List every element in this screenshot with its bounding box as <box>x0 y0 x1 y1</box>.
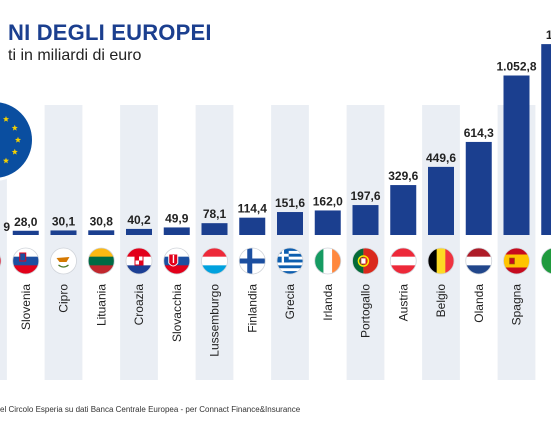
bar-slovenia <box>12 230 39 235</box>
value-label: 49,9 <box>165 211 189 225</box>
value-label: 30,8 <box>90 214 114 228</box>
austria-flag-icon <box>389 247 417 275</box>
category-label: Grecia <box>283 284 297 320</box>
bar-cipro <box>50 230 77 235</box>
luxembourg-flag-icon <box>201 247 228 275</box>
column-band <box>44 105 83 380</box>
bar-croazia <box>126 228 152 235</box>
value-label: 30,1 <box>52 214 76 228</box>
value-label: 40,2 <box>127 213 151 227</box>
bar-belgio <box>428 166 454 235</box>
column-band <box>120 105 158 380</box>
source-footnote: el Circolo Esperia su dati Banca Central… <box>0 405 301 414</box>
category-label: Lussemburgo <box>208 284 222 357</box>
ireland-flag-icon <box>314 247 342 275</box>
value-label: 329,6 <box>388 169 418 183</box>
bar-partial-15 <box>541 44 551 235</box>
netherlands-flag-icon <box>465 247 493 275</box>
spain-flag-icon <box>503 247 530 275</box>
croatia-flag-icon <box>125 247 153 275</box>
portugal-flag-icon <box>352 247 379 275</box>
value-label: 1.2 <box>546 28 551 42</box>
bar-lituania <box>88 230 115 235</box>
category-label: Austria <box>396 284 410 322</box>
cyprus-flag-icon <box>50 247 77 275</box>
column-band <box>195 105 234 380</box>
bar-portogallo <box>352 205 379 235</box>
bar-lussemburgo <box>201 223 228 235</box>
value-label: 197,6 <box>350 189 380 203</box>
red-partial-flag-icon <box>0 248 2 274</box>
lithuania-flag-icon <box>87 247 115 275</box>
bar-irlanda <box>314 210 341 235</box>
green-partial-flag-icon <box>540 248 551 274</box>
category-label: Slovacchia <box>170 284 184 342</box>
column-band <box>271 105 309 380</box>
category-label: Irlanda <box>321 284 335 321</box>
category-label: Slovenia <box>19 284 33 330</box>
category-label: Cipro <box>57 284 71 313</box>
bar-austria <box>390 185 417 235</box>
value-label: 28,0 <box>14 215 38 229</box>
category-label: Spagna <box>510 284 524 326</box>
chart-subtitle: ti in miliardi di euro <box>8 47 142 64</box>
column-band <box>0 105 7 380</box>
chart-title: NI DEGLI EUROPEI <box>8 20 212 45</box>
category-label: Portogallo <box>359 284 373 338</box>
value-label: 114,4 <box>238 202 268 216</box>
category-label: Belgio <box>434 284 448 318</box>
bar-grecia <box>277 212 303 235</box>
slovakia-flag-icon <box>163 247 191 275</box>
slovenia-flag-icon <box>12 247 40 275</box>
bar-olanda <box>465 141 492 235</box>
value-label: 614,3 <box>464 126 494 140</box>
value-label: 9 <box>3 220 10 234</box>
finland-flag-icon <box>238 247 266 275</box>
value-label: 1.052,8 <box>496 60 536 74</box>
belgium-flag-icon <box>427 247 455 275</box>
bar-spagna <box>503 75 530 236</box>
column-band <box>346 105 385 380</box>
value-label: 151,6 <box>275 196 305 210</box>
value-label: 78,1 <box>203 207 227 221</box>
bar-finlandia <box>239 217 266 235</box>
bar-slovacchia <box>163 227 190 235</box>
value-label: 449,6 <box>426 151 456 165</box>
eu-flag-emblem <box>0 99 35 181</box>
value-label: 162,0 <box>313 194 343 208</box>
column-band <box>422 105 460 380</box>
category-label: Lituania <box>94 284 108 326</box>
category-label: Croazia <box>132 284 146 326</box>
greece-flag-icon <box>276 247 304 275</box>
category-label: Finlandia <box>245 284 259 333</box>
category-label: Olanda <box>472 284 486 323</box>
